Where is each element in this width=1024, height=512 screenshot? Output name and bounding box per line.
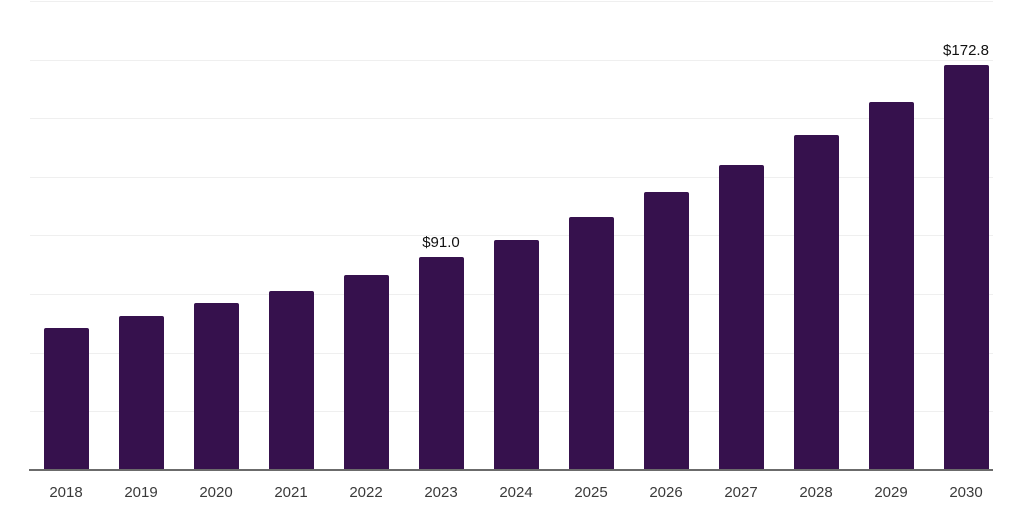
bar-2024 — [493, 240, 539, 470]
data-label-2023: $91.0 — [422, 233, 460, 251]
x-tick-2025: 2025 — [574, 484, 608, 501]
x-tick-2027: 2027 — [724, 484, 758, 501]
gridline-100 — [30, 235, 993, 236]
data-label-2030: $172.8 — [943, 41, 989, 59]
x-tick-2026: 2026 — [649, 484, 683, 501]
x-tick-2019: 2019 — [124, 484, 158, 501]
x-tick-2028: 2028 — [799, 484, 833, 501]
gridline-200 — [30, 1, 993, 2]
gridline-175 — [30, 60, 993, 61]
x-tick-2023: 2023 — [424, 484, 458, 501]
bar-2027 — [718, 165, 764, 470]
x-tick-2018: 2018 — [49, 484, 83, 501]
x-tick-2020: 2020 — [199, 484, 233, 501]
x-tick-2024: 2024 — [499, 484, 533, 501]
bar-2020 — [193, 302, 239, 470]
bar-2022 — [343, 275, 389, 470]
bar-2023 — [418, 256, 464, 470]
x-tick-2022: 2022 — [349, 484, 383, 501]
bar-2021 — [268, 290, 314, 470]
bar-2030 — [943, 64, 989, 470]
bar-2028 — [793, 135, 839, 470]
bar-2029 — [868, 101, 914, 470]
bar-2025 — [568, 216, 614, 470]
gridline-150 — [30, 118, 993, 119]
x-tick-2021: 2021 — [274, 484, 308, 501]
bar-2026 — [643, 192, 689, 470]
x-tick-2030: 2030 — [949, 484, 983, 501]
bar-2018 — [43, 327, 89, 470]
gridline-125 — [30, 177, 993, 178]
x-axis-line — [29, 469, 993, 471]
bar-2019 — [118, 315, 164, 470]
x-tick-2029: 2029 — [874, 484, 908, 501]
